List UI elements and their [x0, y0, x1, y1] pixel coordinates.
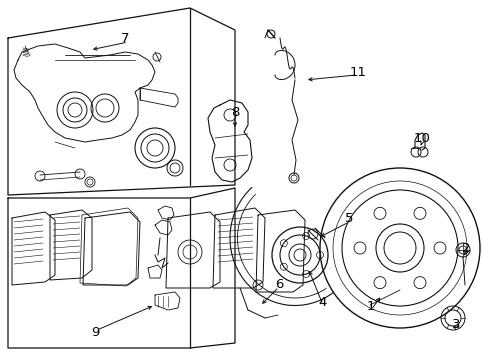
Text: 11: 11 — [349, 66, 366, 78]
Text: 2: 2 — [461, 242, 469, 255]
Text: 8: 8 — [230, 105, 239, 118]
Text: 10: 10 — [413, 131, 429, 144]
Text: 9: 9 — [91, 325, 99, 338]
Text: 3: 3 — [451, 319, 459, 332]
Text: 5: 5 — [344, 212, 352, 225]
Text: 4: 4 — [318, 296, 326, 309]
Text: 6: 6 — [274, 278, 283, 291]
Text: 1: 1 — [366, 301, 374, 314]
Text: 7: 7 — [121, 32, 129, 45]
